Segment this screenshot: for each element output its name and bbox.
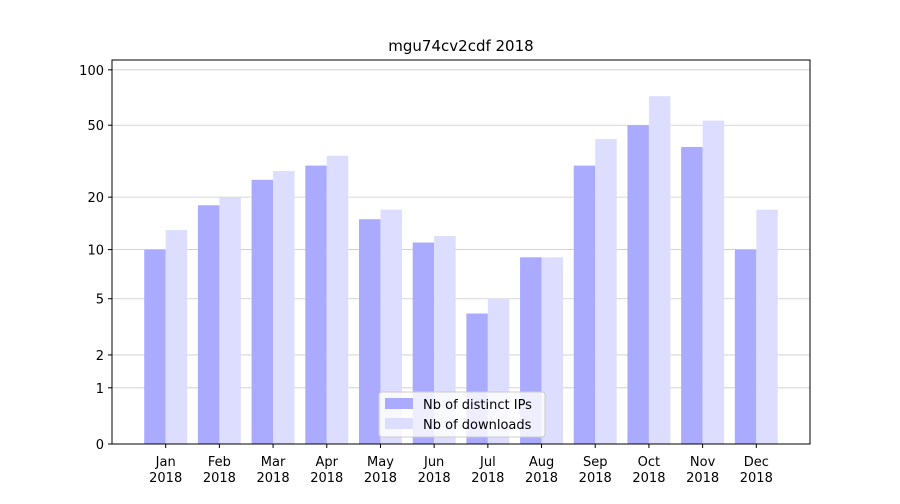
legend-label: Nb of distinct IPs — [423, 398, 532, 413]
x-tick-label: Oct 2018 — [632, 455, 665, 486]
y-tick-label: 5 — [96, 293, 104, 308]
bar — [648, 96, 671, 444]
y-tick-label: 1 — [96, 382, 104, 397]
bar — [326, 155, 349, 445]
x-tick-label: Jan 2018 — [149, 455, 182, 486]
bar — [573, 165, 596, 445]
bar — [702, 120, 725, 445]
bar — [144, 249, 166, 444]
legend-box — [378, 391, 546, 438]
x-tick-label: Nov 2018 — [686, 455, 719, 486]
x-tick-label: Dec 2018 — [740, 455, 773, 486]
bar — [358, 219, 381, 444]
bar — [251, 179, 274, 445]
x-tick-label: May 2018 — [364, 455, 397, 486]
legend-swatch — [385, 418, 413, 429]
bar — [756, 209, 778, 444]
bar — [219, 197, 241, 444]
x-tick-label: Mar 2018 — [257, 455, 290, 486]
x-tick-label: Jun 2018 — [418, 455, 451, 486]
bar — [273, 170, 295, 444]
bar — [595, 139, 617, 445]
x-tick-label: Aug 2018 — [525, 455, 558, 486]
bar — [380, 209, 402, 444]
legend-swatch — [385, 398, 413, 409]
legend-label: Nb of downloads — [423, 418, 532, 433]
x-tick-label: Apr 2018 — [310, 455, 343, 486]
bar — [681, 146, 703, 444]
bar — [165, 230, 188, 444]
y-tick-label: 50 — [87, 119, 104, 134]
bar — [305, 165, 327, 445]
x-tick-label: Sep 2018 — [579, 455, 612, 486]
y-tick-label: 10 — [87, 244, 104, 259]
chart-title: mgu74cv2cdf 2018 — [388, 37, 533, 55]
x-tick-label: Feb 2018 — [203, 455, 236, 486]
bar — [541, 257, 564, 444]
plot-frame — [111, 59, 811, 445]
y-tick-label: 2 — [96, 349, 104, 364]
bar — [734, 249, 757, 444]
bar — [627, 125, 649, 445]
y-tick-label: 100 — [79, 64, 104, 79]
bar — [197, 205, 220, 444]
y-tick-label: 20 — [87, 191, 104, 206]
y-tick-label: 0 — [96, 438, 104, 453]
x-tick-label: Jul 2018 — [471, 455, 504, 486]
